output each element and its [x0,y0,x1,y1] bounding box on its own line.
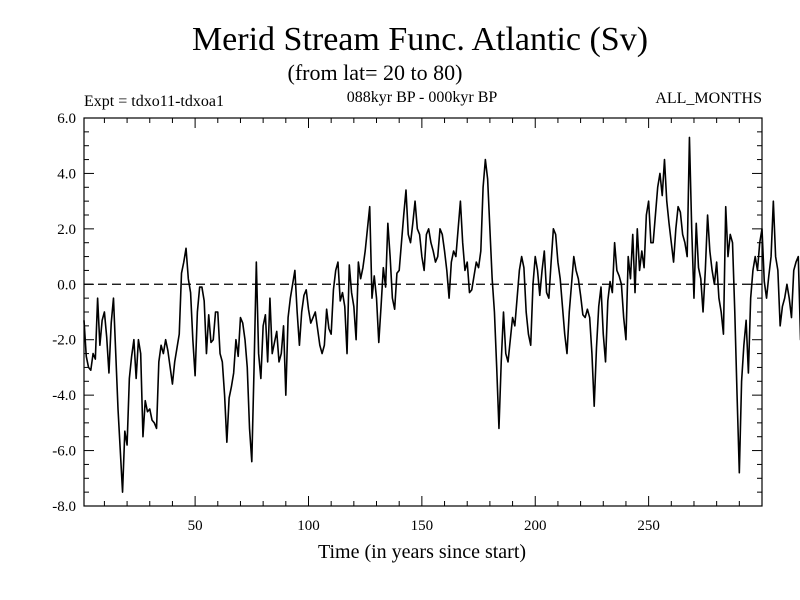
x-tick-label: 150 [411,518,434,534]
y-tick-label: 0.0 [57,277,76,293]
series-line [83,136,800,493]
y-tick-label: -2.0 [52,333,76,349]
months-label: ALL_MONTHS [655,90,762,107]
x-tick-label: 200 [524,518,547,534]
plot-area: -8.0 -6.0 -4.0 -2.0 0.0 2.0 4.0 6.0 50 100 150 200 2… [52,111,800,534]
y-tick-label: 2.0 [57,222,76,238]
chart-subtitle: (from lat= 20 to 80) [288,60,463,85]
y-tick-label: 4.0 [57,166,76,182]
y-tick-label: -8.0 [52,499,76,515]
time-range-label: 088kyr BP - 000kyr BP [347,89,498,106]
x-tick-label: 250 [637,518,660,534]
chart-title: Merid Stream Func. Atlantic (Sv) [192,21,648,58]
experiment-label: Expt = tdxo11-tdxoa1 [84,93,224,110]
y-tick-label: 6.0 [57,111,76,127]
y-tick-label: -6.0 [52,444,76,460]
x-axis-label: Time (in years since start) [318,541,526,563]
y-tick-label: -4.0 [52,388,76,404]
x-tick-label: 100 [297,518,320,534]
x-tick-label: 50 [188,518,203,534]
